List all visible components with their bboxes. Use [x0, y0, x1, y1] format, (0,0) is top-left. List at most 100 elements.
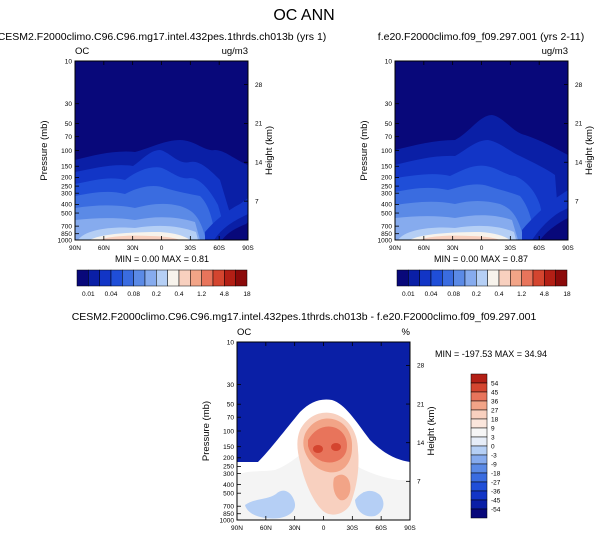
y-tick-label: 250 [223, 464, 234, 471]
y-tick-label: 100 [223, 428, 234, 435]
x-tick-label: 30S [505, 245, 517, 252]
panel-3-field [237, 342, 410, 520]
panel-2-axes: 90N 60N 30N 0 30S 60S 90S 10 30 50 70 100 150 2002503… [359, 58, 595, 252]
panel-3-colorbar: 54 45 36 27 18 9 3 0 -3 -9 -18 -27 -36 -45 -54 [470, 373, 501, 519]
colorbar-swatch [470, 400, 488, 411]
y-tick-label: 850 [381, 231, 392, 238]
y-right-tick-label: 7 [255, 198, 259, 205]
colorbar-swatch [521, 269, 534, 287]
x-tick-label: 90N [69, 245, 81, 252]
colorbar-label: 18 [243, 291, 251, 298]
panel-3-axes: 90N 60N 30N 0 30S 60S 90S 10 30 50 70 100 150 200 2503… [201, 339, 437, 532]
colorbar-swatch [133, 269, 146, 287]
colorbar-swatch [470, 445, 488, 456]
y-tick-label: 150 [381, 164, 392, 171]
colorbar-label: 0.4 [174, 291, 183, 298]
panel-3-variable: OC [237, 327, 251, 338]
y-tick-label: 850 [61, 231, 72, 238]
y-right-tick-label: 21 [575, 121, 583, 128]
x-tick-label: 60N [418, 245, 430, 252]
panel-2-field [395, 61, 568, 240]
panel-2-stats: MIN = 0.00 MAX = 0.87 [434, 254, 528, 264]
colorbar-label: 1.2 [197, 291, 206, 298]
colorbar-swatch [470, 391, 488, 402]
colorbar-label: 36 [491, 398, 499, 405]
y-tick-label: 70 [227, 415, 235, 422]
colorbar-label: 0.2 [152, 291, 161, 298]
colorbar-label: 4.8 [220, 291, 229, 298]
panel-2-title: f.e20.F2000climo.f09_f09.297.001 (yrs 2-… [378, 31, 584, 43]
x-tick-label: 60N [98, 245, 110, 252]
x-tick-label: 90S [404, 525, 416, 532]
y-right-tick-label: 28 [575, 82, 583, 89]
panel-1-field [75, 61, 248, 240]
y-axis-label: Pressure (mb) [201, 401, 212, 461]
colorbar-label: -36 [491, 488, 501, 495]
y-axis-label: Pressure (mb) [359, 120, 370, 180]
colorbar-label: 9 [491, 425, 495, 432]
x-tick-label: 60N [260, 525, 272, 532]
y-right-tick-label: 14 [417, 440, 425, 447]
x-tick-label: 60S [213, 245, 225, 252]
y-tick-label: 30 [385, 101, 393, 108]
panel-1-variable: OC [75, 46, 89, 57]
panel-1-stats: MIN = 0.00 MAX = 0.81 [115, 254, 209, 264]
y-tick-label: 200 [223, 455, 234, 462]
colorbar-swatch [178, 269, 191, 287]
colorbar-swatch [212, 269, 225, 287]
y-tick-label: 300 [381, 191, 392, 198]
y-tick-label: 1000 [220, 517, 235, 524]
colorbar-label: 0.04 [105, 291, 118, 298]
colorbar-swatch [498, 269, 511, 287]
colorbar-swatch [470, 382, 488, 393]
colorbar-swatch [470, 481, 488, 492]
panel-2-units: ug/m3 [542, 46, 568, 57]
y-tick-label: 50 [227, 402, 235, 409]
y-tick-label: 150 [61, 164, 72, 171]
y-tick-label: 500 [223, 491, 234, 498]
y-tick-label: 1000 [378, 237, 393, 244]
colorbar-swatch [510, 269, 522, 287]
colorbar-swatch [419, 269, 432, 287]
colorbar-swatch [88, 269, 100, 287]
panel-1-colorbar: 0.01 0.04 0.08 0.2 0.4 1.2 4.8 18 [76, 269, 251, 298]
y-right-tick-label: 7 [575, 198, 579, 205]
y-right-tick-label: 28 [255, 82, 263, 89]
panel-1-axes: 90N 60N 30N 0 30S 60S 90S 10 30 50 70 100 150 2002503… [39, 58, 275, 252]
panel-3-stats: MIN = -197.53 MAX = 34.94 [435, 349, 547, 359]
colorbar-swatch [156, 269, 168, 287]
colorbar-label: -18 [491, 470, 501, 477]
colorbar-swatch [532, 269, 545, 287]
colorbar-swatch [470, 463, 488, 474]
colorbar-swatch [470, 472, 488, 483]
y-tick-label: 30 [65, 101, 73, 108]
colorbar-swatch [235, 269, 248, 287]
colorbar-label: 4.8 [540, 291, 549, 298]
colorbar-label: -54 [491, 506, 501, 513]
colorbar-swatch [470, 409, 488, 420]
x-tick-label: 0 [160, 245, 164, 252]
y-axis-label: Pressure (mb) [39, 120, 50, 180]
panel-3-units: % [402, 327, 411, 338]
x-tick-label: 60S [533, 245, 545, 252]
y-tick-label: 200 [381, 175, 392, 182]
colorbar-swatch [470, 427, 488, 438]
colorbar-label: -3 [491, 452, 497, 459]
y-tick-label: 500 [381, 210, 392, 217]
colorbar-swatch [396, 269, 409, 287]
colorbar-swatch [470, 499, 488, 510]
colorbar-label: 0.4 [494, 291, 503, 298]
panel-1-title: CESM2.F2000climo.C96.C96.mg17.intel.432p… [0, 31, 326, 43]
colorbar-swatch [470, 454, 488, 465]
y-right-axis-label: Height (km) [264, 126, 275, 175]
y-tick-label: 850 [223, 511, 234, 518]
y-right-tick-label: 21 [417, 401, 425, 408]
colorbar-swatch [76, 269, 89, 287]
colorbar-label: 18 [563, 291, 571, 298]
y-tick-label: 200 [61, 175, 72, 182]
y-tick-label: 100 [61, 148, 72, 155]
y-tick-label: 70 [65, 134, 73, 141]
colorbar-swatch [470, 418, 488, 429]
panel-1-units: ug/m3 [222, 46, 248, 57]
